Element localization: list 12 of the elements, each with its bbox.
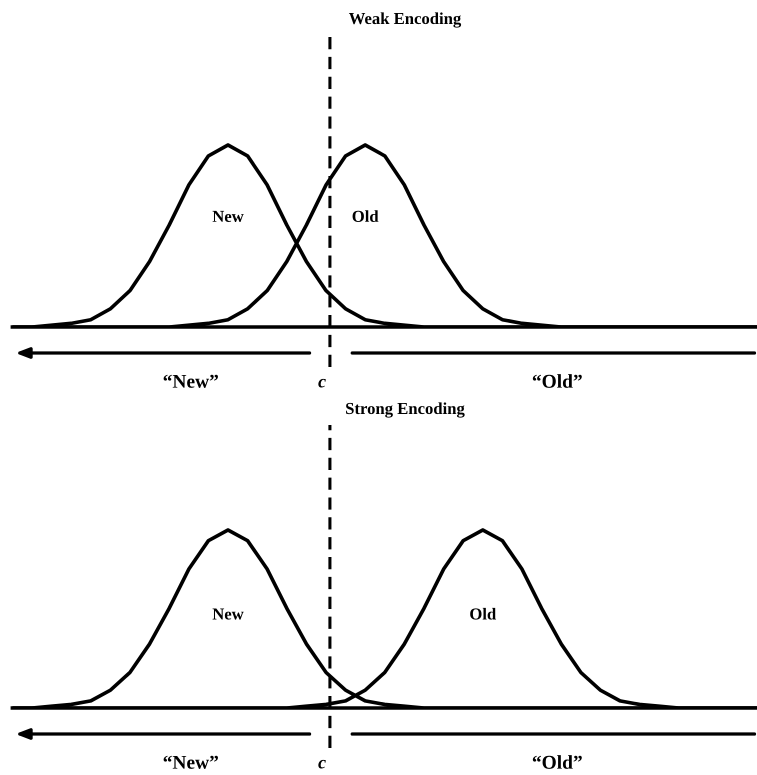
text: Old	[352, 210, 378, 222]
text: “Old”	[532, 755, 582, 769]
series-label: New	[212, 210, 244, 222]
chart-title: Weak Encoding	[348, 12, 462, 28]
chart-title: Strong Encoding	[346, 402, 465, 418]
text: “New”	[164, 756, 218, 769]
text: New	[212, 608, 244, 620]
text: “Old”	[532, 374, 582, 388]
text: c	[318, 378, 326, 388]
text: c	[318, 760, 326, 769]
text: Old	[470, 608, 496, 620]
text: “New”	[164, 374, 218, 388]
